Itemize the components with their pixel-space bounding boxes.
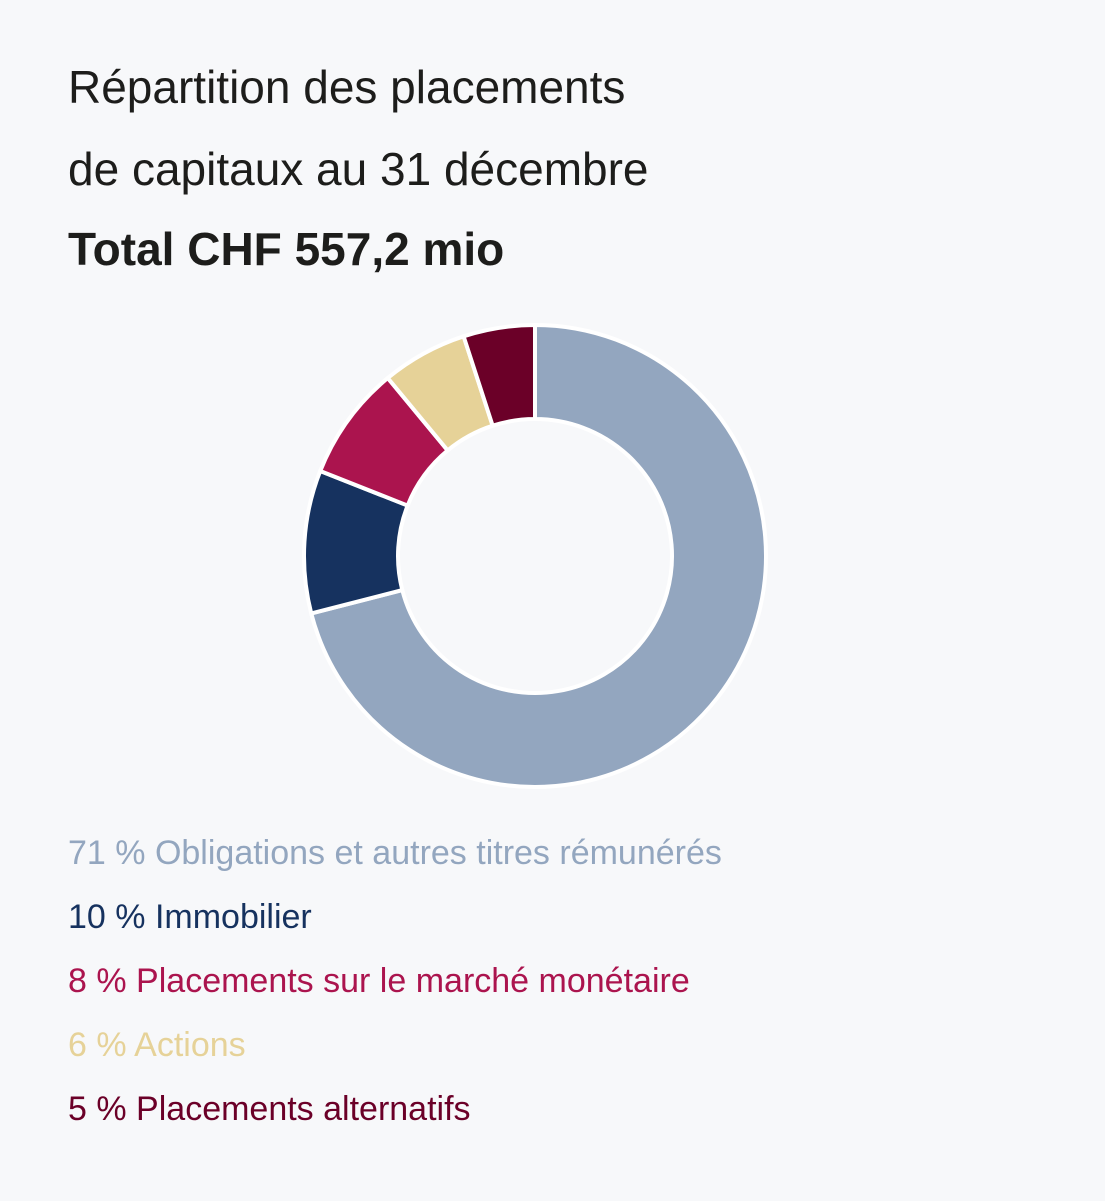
donut-slice: [461, 322, 537, 429]
legend-value: 6 %: [68, 1026, 127, 1064]
legend-value: 8 %: [68, 962, 127, 1000]
legend-label: Actions: [134, 1026, 246, 1064]
legend-label: Placements alternatifs: [136, 1090, 471, 1128]
legend-label: Placements sur le marché monétaire: [136, 962, 690, 1000]
chart-title: Répartition des placements de capitaux a…: [68, 61, 649, 195]
legend-value: 5 %: [68, 1090, 127, 1128]
donut-slice: [308, 322, 768, 789]
legend-entry: 5 % Placements alternatifs: [68, 1090, 471, 1128]
chart-subtitle: Total CHF 557,2 mio: [68, 223, 505, 275]
legend-label: Immobilier: [155, 898, 312, 936]
legend-entry: 8 % Placements sur le marché monétaire: [68, 962, 690, 1000]
legend-entry: 6 % Actions: [68, 1026, 246, 1064]
legend-entry: 71 % Obligations et autres titres rémuné…: [68, 834, 722, 872]
legend-entry: 10 % Immobilier: [68, 898, 312, 936]
legend-value: 71 %: [68, 834, 146, 872]
legend-value: 10 %: [68, 898, 146, 936]
legend-label: Obligations et autres titres rémunérés: [155, 834, 722, 872]
